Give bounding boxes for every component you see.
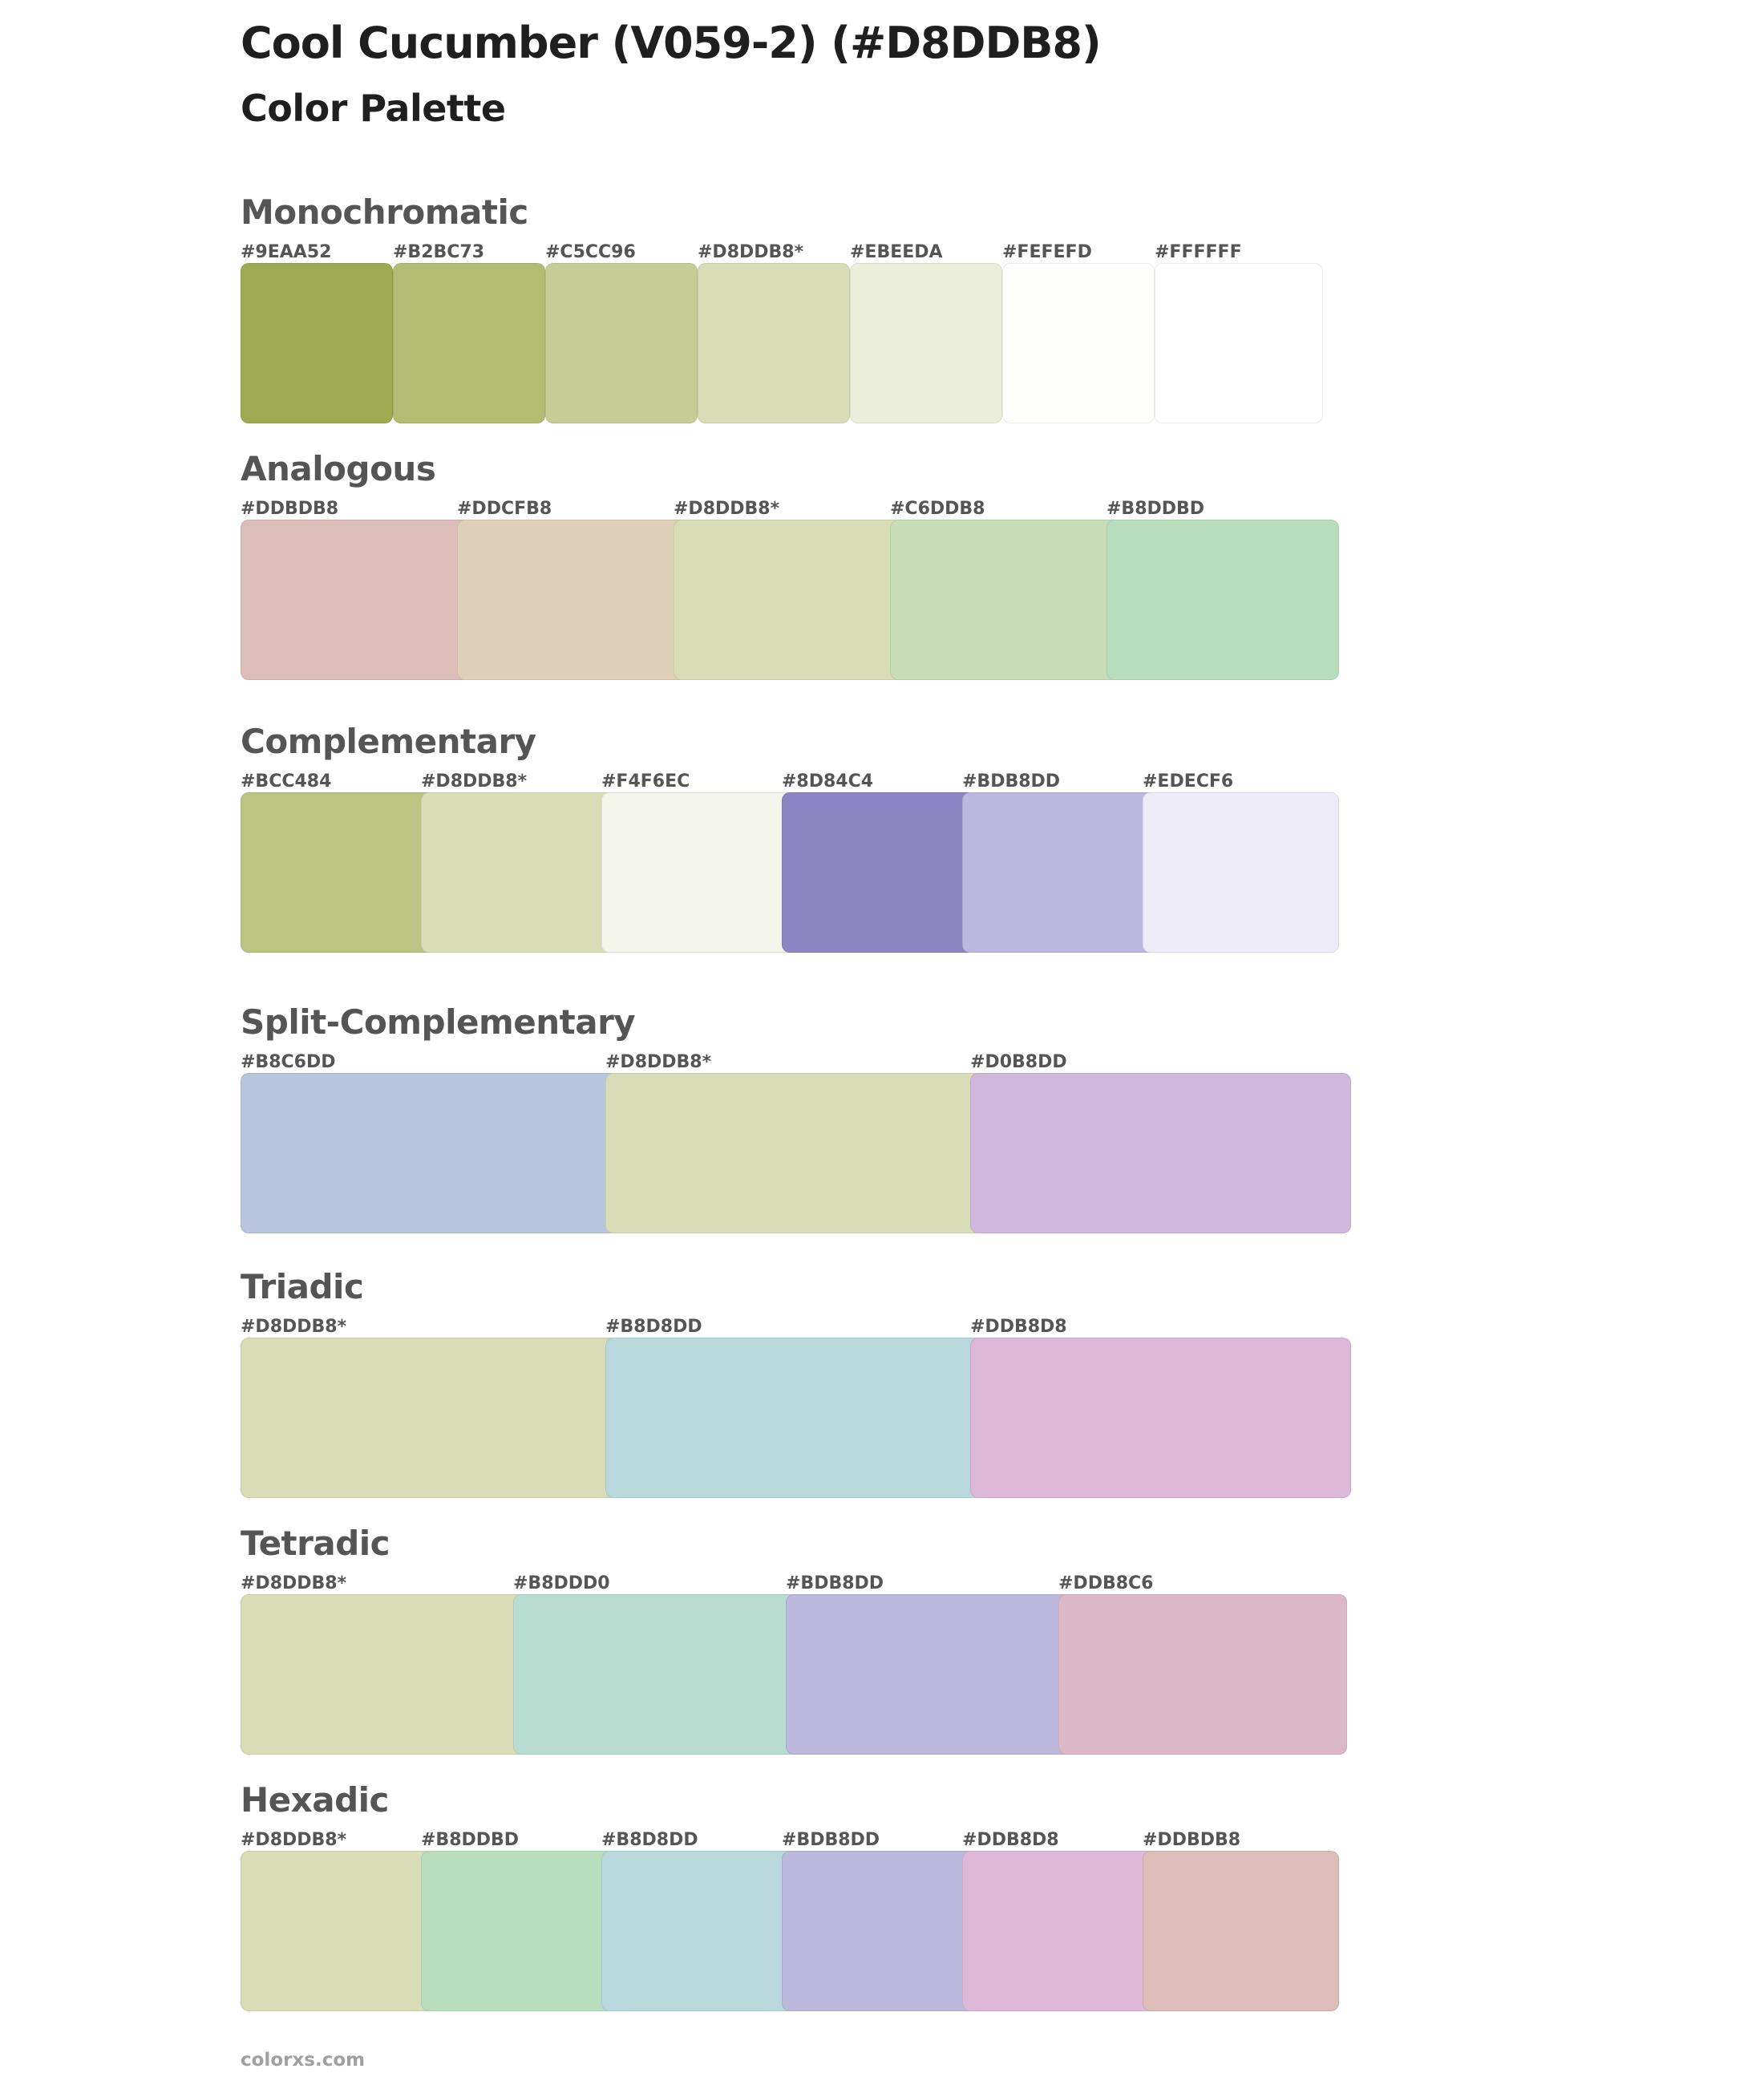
swatch-hex-label: #B8D8DD	[605, 1317, 702, 1337]
page-title: Cool Cucumber (V059-2) (#D8DDB8)	[241, 18, 1102, 68]
color-swatch[interactable]	[674, 520, 906, 680]
swatch-hex-label: #B8DDBD	[421, 1830, 520, 1850]
swatch-hex-label: #B2BC73	[393, 242, 485, 262]
swatch-hex-label: #BDB8DD	[782, 1830, 880, 1850]
swatch-hex-label: #D8DDB8*	[241, 1317, 347, 1337]
swatch-hex-label: #9EAA52	[241, 242, 332, 262]
color-swatch[interactable]	[698, 263, 850, 423]
swatch-hex-label: #DDBDB8	[241, 499, 339, 519]
section-title: Complementary	[241, 722, 536, 761]
color-swatch[interactable]	[1143, 1851, 1339, 2011]
color-swatch[interactable]	[1002, 263, 1155, 423]
swatch-hex-label: #F4F6EC	[601, 771, 690, 791]
color-swatch[interactable]	[970, 1338, 1351, 1498]
swatch-hex-label: #C6DDB8	[890, 499, 985, 519]
swatch-hex-label: #DDB8D8	[970, 1317, 1067, 1337]
section-title: Triadic	[241, 1267, 364, 1306]
swatch-hex-label: #DDB8D8	[962, 1830, 1059, 1850]
swatch-hex-label: #BCC484	[241, 771, 332, 791]
section-title: Monochromatic	[241, 192, 528, 232]
section-title: Hexadic	[241, 1780, 389, 1820]
color-swatch[interactable]	[962, 1851, 1159, 2011]
color-swatch[interactable]	[241, 1594, 529, 1755]
color-swatch[interactable]	[1107, 520, 1339, 680]
color-swatch[interactable]	[241, 1851, 437, 2011]
swatch-hex-label: #D8DDB8*	[241, 1573, 347, 1593]
swatch-hex-label: #EBEEDA	[850, 242, 943, 262]
section-title: Split-Complementary	[241, 1002, 636, 1042]
swatch-hex-label: #D8DDB8*	[674, 499, 780, 519]
color-swatch[interactable]	[890, 520, 1123, 680]
color-swatch[interactable]	[782, 792, 978, 953]
swatch-hex-label: #DDB8C6	[1058, 1573, 1154, 1593]
swatch-hex-label: #D8DDB8*	[421, 771, 528, 791]
swatch-hex-label: #BDB8DD	[786, 1573, 884, 1593]
color-swatch[interactable]	[786, 1594, 1074, 1755]
color-swatch[interactable]	[513, 1594, 802, 1755]
section-title: Analogous	[241, 449, 436, 488]
swatch-hex-label: #B8C6DD	[241, 1052, 336, 1072]
color-swatch[interactable]	[393, 263, 545, 423]
color-swatch[interactable]	[1143, 792, 1339, 953]
swatch-hex-label: #8D84C4	[782, 771, 874, 791]
color-swatch[interactable]	[782, 1851, 978, 2011]
swatch-hex-label: #D8DDB8*	[698, 242, 804, 262]
color-swatch[interactable]	[545, 263, 698, 423]
swatch-hex-label: #C5CC96	[545, 242, 636, 262]
swatch-hex-label: #B8D8DD	[601, 1830, 698, 1850]
color-swatch[interactable]	[421, 1851, 617, 2011]
swatch-hex-label: #BDB8DD	[962, 771, 1061, 791]
swatch-hex-label: #FFFFFF	[1155, 242, 1242, 262]
color-swatch[interactable]	[241, 263, 393, 423]
swatch-hex-label: #FEFEFD	[1002, 242, 1092, 262]
swatch-hex-label: #DDBDB8	[1143, 1830, 1241, 1850]
section-title: Tetradic	[241, 1524, 390, 1563]
swatch-hex-label: #EDECF6	[1143, 771, 1234, 791]
swatch-hex-label: #DDCFB8	[457, 499, 552, 519]
color-swatch[interactable]	[605, 1073, 986, 1233]
color-swatch[interactable]	[1155, 263, 1323, 423]
swatch-hex-label: #D8DDB8*	[241, 1830, 347, 1850]
color-swatch[interactable]	[970, 1073, 1351, 1233]
swatch-hex-label: #B8DDBD	[1107, 499, 1205, 519]
color-swatch[interactable]	[241, 520, 473, 680]
site-footer-link[interactable]: colorxs.com	[241, 2050, 366, 2071]
swatch-hex-label: #B8DDD0	[513, 1573, 610, 1593]
color-swatch[interactable]	[241, 1073, 621, 1233]
color-swatch[interactable]	[241, 792, 437, 953]
color-swatch[interactable]	[601, 1851, 798, 2011]
color-swatch[interactable]	[421, 792, 617, 953]
color-swatch[interactable]	[605, 1338, 986, 1498]
swatch-hex-label: #D0B8DD	[970, 1052, 1067, 1072]
color-swatch[interactable]	[1058, 1594, 1347, 1755]
color-swatch[interactable]	[962, 792, 1159, 953]
color-swatch[interactable]	[457, 520, 690, 680]
color-swatch[interactable]	[850, 263, 1002, 423]
color-swatch[interactable]	[241, 1338, 621, 1498]
swatch-hex-label: #D8DDB8*	[605, 1052, 712, 1072]
page-subtitle: Color Palette	[241, 87, 506, 130]
color-swatch[interactable]	[601, 792, 798, 953]
